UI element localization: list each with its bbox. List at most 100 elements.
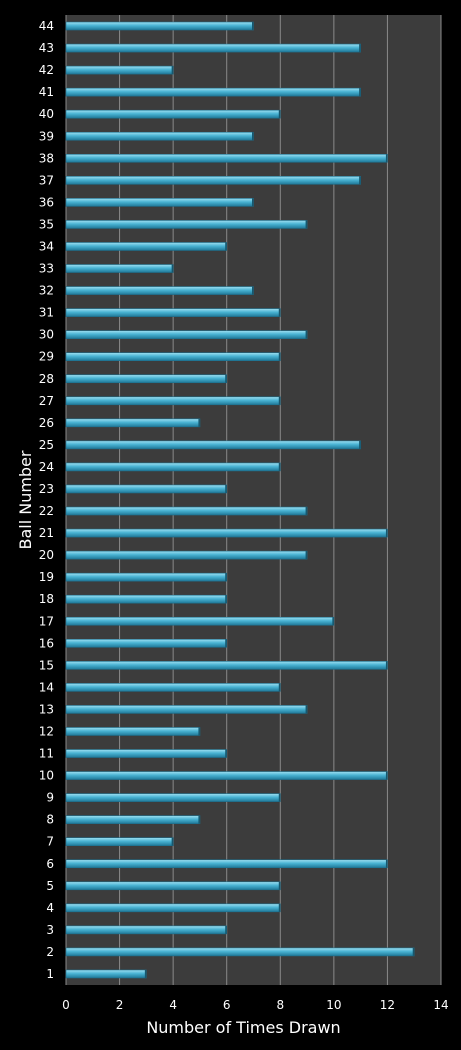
bar-end-cap <box>225 595 227 604</box>
y-tick-label: 35 <box>39 217 54 231</box>
y-tick-label: 33 <box>39 262 54 276</box>
bar-end-cap <box>278 462 281 471</box>
bar-end-cap <box>278 881 281 890</box>
bar-ball-44 <box>65 21 254 31</box>
bar-end-cap <box>171 66 174 75</box>
bar-ball-11 <box>65 749 228 758</box>
bar-ball-10 <box>65 771 388 780</box>
y-tick-label: 5 <box>46 879 54 893</box>
bar-end-cap <box>278 793 281 802</box>
y-tick-label: 44 <box>39 19 54 33</box>
bar-end-cap <box>225 925 227 934</box>
y-tick-label: 7 <box>46 835 54 849</box>
y-tick-label: 25 <box>39 438 54 452</box>
y-tick-labels: 1234567891011121314151617181920212223242… <box>39 19 54 981</box>
bar-end-cap <box>144 969 147 978</box>
bar-ball-6 <box>65 859 388 869</box>
bar-ball-39 <box>65 131 254 141</box>
y-tick-label: 1 <box>46 967 54 981</box>
y-tick-label: 34 <box>39 239 54 253</box>
bar-end-cap <box>278 396 281 405</box>
bar-end-cap <box>225 639 227 648</box>
bar-end-cap <box>385 859 388 868</box>
x-tick-label: 10 <box>326 998 341 1012</box>
bar-ball-3 <box>65 925 228 935</box>
y-tick-label: 2 <box>46 945 54 959</box>
y-tick-label: 14 <box>39 680 54 694</box>
bar-ball-15 <box>65 661 388 670</box>
bar-ball-20 <box>65 550 308 560</box>
y-tick-label: 6 <box>46 857 54 871</box>
y-tick-label: 20 <box>39 548 54 562</box>
bar-end-cap <box>278 308 281 317</box>
bar-ball-9 <box>65 793 281 802</box>
x-tick-label: 8 <box>276 998 284 1012</box>
x-tick-label: 0 <box>62 998 70 1012</box>
bar-end-cap <box>359 44 361 53</box>
bar-end-cap <box>359 176 361 185</box>
bar-ball-24 <box>65 462 281 472</box>
y-tick-label: 3 <box>46 923 54 937</box>
y-tick-label: 15 <box>39 658 54 672</box>
bar-ball-13 <box>65 705 308 714</box>
bar-ball-36 <box>65 198 254 207</box>
y-tick-label: 43 <box>39 41 54 55</box>
bar-ball-21 <box>65 528 388 538</box>
bar-end-cap <box>252 198 254 207</box>
y-tick-label: 16 <box>39 636 54 650</box>
y-tick-label: 22 <box>39 504 54 518</box>
bar-end-cap <box>171 837 174 846</box>
bar-ball-38 <box>65 153 388 163</box>
bar-ball-42 <box>65 65 174 75</box>
bar-end-cap <box>225 242 227 251</box>
y-tick-label: 27 <box>39 394 54 408</box>
bar-end-cap <box>385 529 388 538</box>
y-tick-label: 13 <box>39 702 54 716</box>
bar-end-cap <box>305 507 308 516</box>
bar-end-cap <box>305 330 308 339</box>
y-tick-label: 42 <box>39 63 54 77</box>
bar-end-cap <box>198 815 200 824</box>
y-tick-label: 19 <box>39 570 54 584</box>
bar-ball-32 <box>65 286 254 295</box>
bar-ball-8 <box>65 815 201 824</box>
bar-end-cap <box>305 551 308 560</box>
bar-ball-7 <box>65 837 174 847</box>
bar-end-cap <box>412 947 415 956</box>
bar-end-cap <box>278 110 281 119</box>
bar-ball-41 <box>65 87 361 97</box>
bar-end-cap <box>225 484 227 493</box>
bar-end-cap <box>305 705 308 714</box>
bar-ball-33 <box>65 264 174 273</box>
bar-end-cap <box>225 749 227 758</box>
bar-end-cap <box>171 264 174 273</box>
bar-ball-23 <box>65 484 228 494</box>
bar-end-cap <box>225 573 227 582</box>
y-tick-label: 41 <box>39 85 54 99</box>
y-tick-label: 38 <box>39 151 54 165</box>
bar-ball-2 <box>65 947 415 957</box>
bars <box>65 21 415 979</box>
x-tick-label: 4 <box>169 998 177 1012</box>
bar-ball-14 <box>65 683 281 692</box>
x-axis-title: Number of Times Drawn <box>146 1018 340 1037</box>
y-tick-label: 23 <box>39 482 54 496</box>
y-tick-label: 37 <box>39 173 54 187</box>
bar-end-cap <box>385 771 388 780</box>
x-tick-label: 12 <box>380 998 395 1012</box>
bar-ball-37 <box>65 176 361 185</box>
y-tick-label: 10 <box>39 769 54 783</box>
bar-ball-16 <box>65 638 228 648</box>
bar-end-cap <box>225 374 227 383</box>
bar-end-cap <box>198 418 200 427</box>
bar-end-cap <box>359 440 361 449</box>
bar-ball-4 <box>65 903 281 913</box>
y-tick-label: 28 <box>39 372 54 386</box>
y-tick-label: 30 <box>39 328 54 342</box>
bar-end-cap <box>385 154 388 163</box>
bar-ball-43 <box>65 43 361 53</box>
bar-ball-30 <box>65 330 308 339</box>
bar-end-cap <box>359 88 361 97</box>
y-tick-label: 8 <box>46 813 54 827</box>
bar-ball-34 <box>65 242 228 251</box>
